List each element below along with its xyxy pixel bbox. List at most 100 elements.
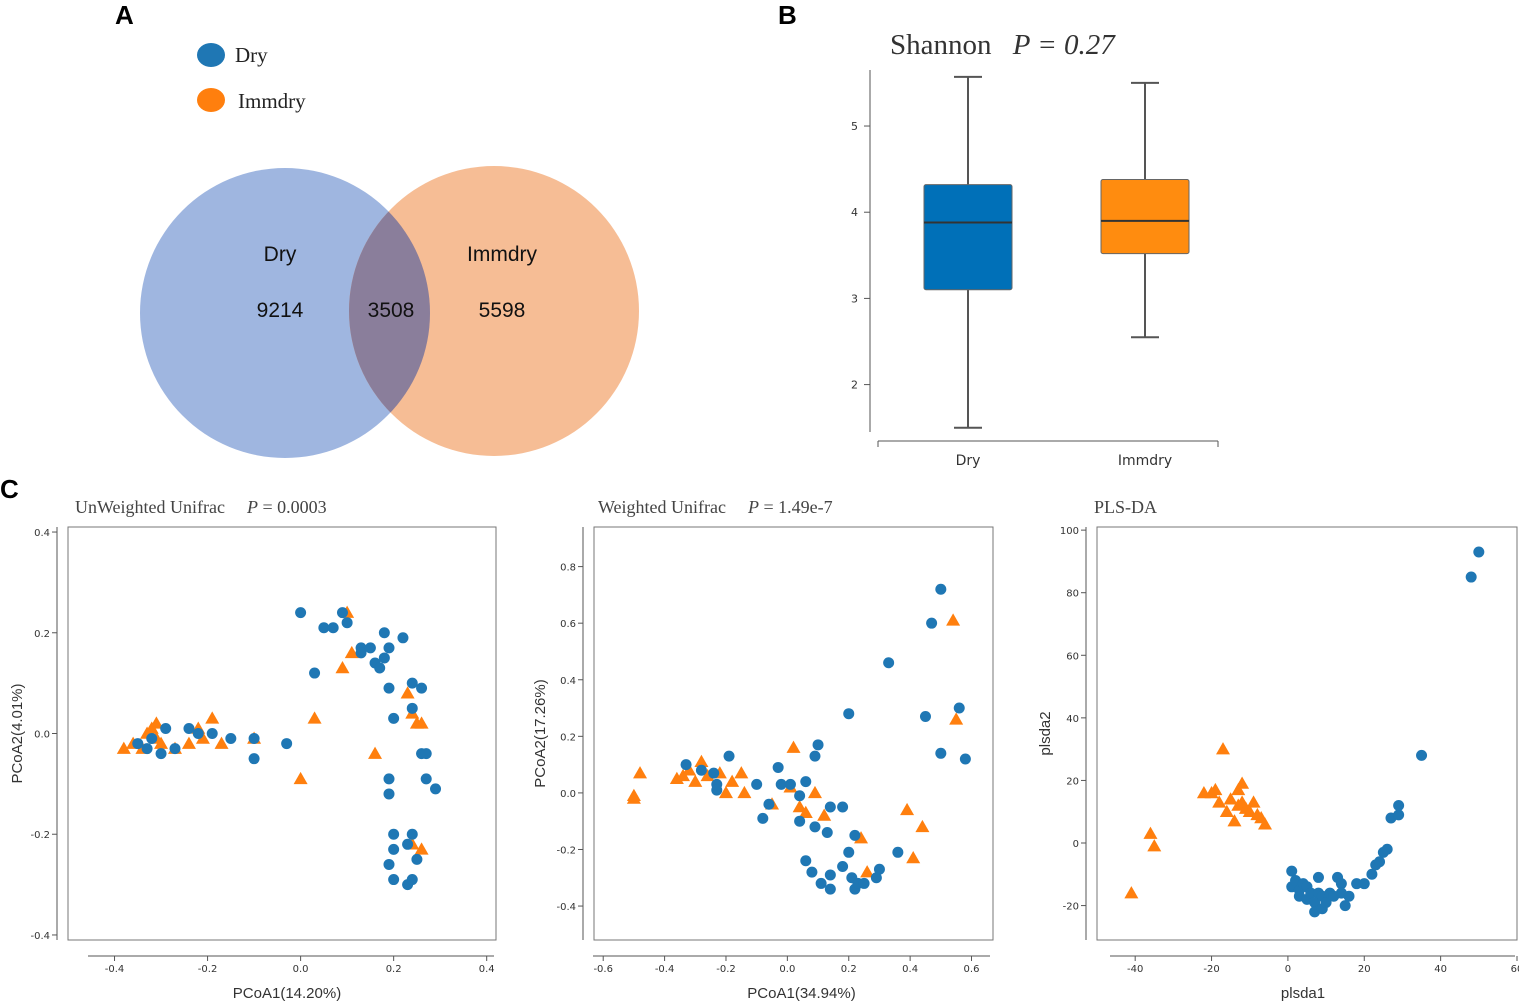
point-dry [248,733,260,745]
point-immdry [400,686,415,699]
point-dry [883,657,895,669]
point-dry [935,583,947,595]
point-immdry [344,645,359,659]
boxplot-y-tick-label: 2 [851,379,858,392]
scatter-x-tick-label: 0.4 [902,964,918,975]
point-immdry [1208,782,1223,796]
venn-circle-dry [140,168,430,458]
panel-letter-b: B [778,0,797,30]
point-dry [397,632,409,644]
point-dry [1374,856,1386,868]
point-dry [892,846,904,858]
point-dry [388,874,400,886]
scatter-x-tick-label: 0.0 [779,964,795,975]
point-dry [374,662,386,674]
scatter-y-tick-label: 100 [1060,526,1079,537]
point-immdry [860,865,875,878]
series-dry [680,583,971,895]
point-immdry [737,785,752,799]
point-immdry [335,661,350,674]
point-immdry [633,766,648,779]
point-dry [336,607,348,619]
scatter-title: UnWeighted Unifrac P = 0.0003 [75,497,327,517]
scatter-y-tick-label: 0 [1073,839,1079,850]
box-iqr [1100,178,1190,255]
point-dry [169,743,181,755]
scatter-x-tick-label: -20 [1203,964,1219,975]
point-dry [192,728,204,739]
point-immdry [700,768,715,782]
legend-immdry-label: Immdry [238,89,306,113]
point-dry [809,821,821,833]
box-dry [923,75,1013,429]
point-dry [751,778,763,790]
point-dry [935,747,947,759]
scatter-title-p-value: = 1.49e-7 [759,497,833,517]
point-dry [926,617,938,629]
point-dry [1393,799,1405,811]
plot-frame [593,526,994,941]
series-dry [132,607,442,891]
point-immdry [1223,792,1238,805]
boxplot-x-tick-label: Dry [956,453,981,469]
series-immdry [626,613,964,878]
point-immdry [116,741,131,754]
point-dry [858,877,870,889]
point-dry [815,877,827,889]
point-dry [763,798,775,810]
point-immdry [949,712,964,725]
point-immdry [854,831,869,844]
point-immdry [694,754,709,768]
scatter-x-label: PCoA1(14.20%) [233,985,341,1002]
point-dry [281,738,293,750]
scatter-title-p-value: = 0.0003 [258,497,327,517]
point-dry [1335,878,1347,890]
venn-legend: Dry Immdry [197,43,306,113]
point-immdry [807,785,822,799]
scatter-title: PLS-DA [1094,497,1157,517]
venn-count-dry: 9214 [257,299,304,322]
point-dry [843,846,855,858]
point-dry [406,874,418,886]
scatter-title: Weighted Unifrac P = 1.49e-7 [598,497,833,517]
point-immdry [1147,839,1162,852]
point-dry [388,828,400,840]
point-immdry [149,716,164,729]
point-dry [821,827,833,839]
boxplot-y-tick-label: 5 [851,120,858,133]
panel-letter-c: C [0,474,19,504]
point-dry [824,883,836,895]
point-dry [723,750,735,762]
point-dry [837,860,849,872]
point-dry [1416,749,1428,761]
point-immdry [368,746,383,759]
point-immdry [792,800,807,813]
point-dry [794,790,806,802]
scatter-x-tick-label: -40 [1127,964,1143,975]
point-dry [1358,878,1370,890]
point-dry [775,778,787,790]
point-dry [430,783,442,795]
scatter-x-tick-label: -0.4 [655,964,675,975]
point-immdry [946,613,961,626]
point-dry [248,753,260,765]
point-dry [1309,896,1321,908]
point-dry [800,776,812,788]
point-dry [378,627,390,639]
point-dry [824,869,836,881]
scatter-y-tick-label: 0.0 [34,730,50,741]
venn-label-immdry: Immdry [467,243,537,266]
point-immdry [1231,782,1246,796]
scatter-y-tick-label: 0.4 [34,528,50,539]
point-dry [383,773,395,785]
plot-frame [1096,526,1518,941]
plsda-plot: PLS-DA -20 0 20 40 60 80 100 plsda2 -40 -20 0 20 40 60… [1037,497,1519,1002]
point-immdry [414,716,429,729]
scatter-x-tick-label: 0.2 [841,964,857,975]
point-dry [953,702,965,714]
point-immdry [1216,742,1230,755]
point-dry [406,828,418,840]
point-dry [206,728,218,739]
point-immdry [181,736,196,749]
